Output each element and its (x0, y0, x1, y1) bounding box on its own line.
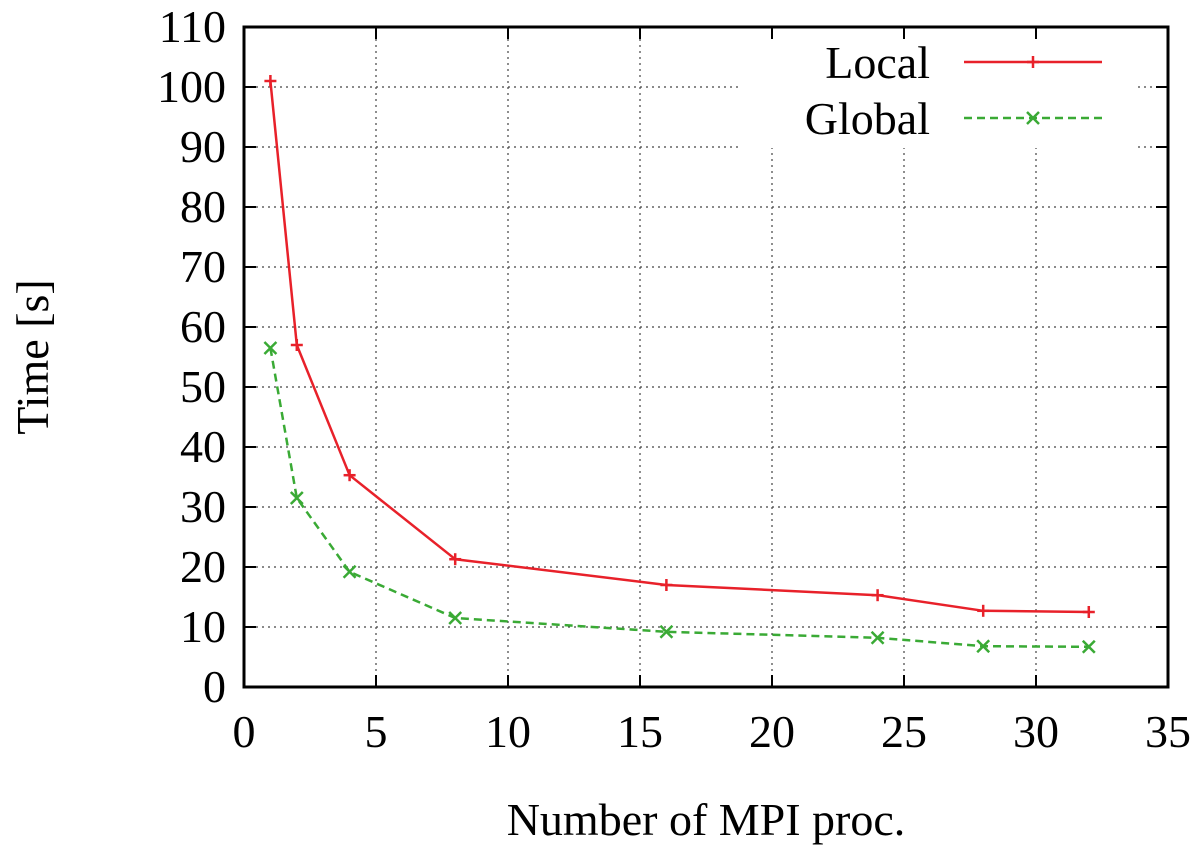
data-point-global (448, 611, 463, 625)
legend-label: Local (825, 37, 930, 88)
y-tick-label: 20 (180, 541, 226, 592)
x-tick-label: 30 (1013, 706, 1059, 757)
data-point-global (342, 564, 357, 579)
tick-label-layer: 0 5 10 15 20 25 30 35 0 10 20 30 40 50 60 70 80 90 100 110 (157, 1, 1191, 757)
x-tick-label: 25 (881, 706, 927, 757)
x-tick-label: 20 (749, 706, 795, 757)
tick-layer (243, 26, 1169, 688)
data-point-local (264, 75, 277, 87)
series-local (264, 75, 1095, 618)
series-line-local (269, 80, 1089, 614)
series-global (263, 341, 1096, 654)
y-tick-label: 0 (203, 661, 226, 712)
data-point-local (290, 339, 303, 351)
y-tick-label: 50 (180, 361, 226, 412)
y-tick-label: 80 (180, 181, 226, 232)
x-tick-label: 10 (485, 706, 531, 757)
y-tick-label: 110 (159, 1, 226, 52)
data-point-local (343, 469, 356, 482)
y-axis-title: Time [s] (7, 279, 58, 435)
x-tick-label: 0 (233, 706, 256, 757)
data-point-global (976, 639, 991, 654)
data-point-local (977, 604, 990, 617)
data-point-global (289, 491, 304, 505)
data-point-local (660, 579, 673, 591)
data-point-local (1082, 606, 1095, 618)
data-point-local (871, 589, 884, 602)
data-point-global (1081, 639, 1096, 654)
y-tick-label: 40 (180, 421, 226, 472)
x-axis-title: Number of MPI proc. (507, 794, 906, 845)
y-tick-label: 90 (180, 121, 226, 172)
x-tick-label: 15 (617, 706, 663, 757)
x-tick-label: 5 (365, 706, 388, 757)
y-tick-label: 70 (180, 241, 226, 292)
data-point-global (870, 630, 885, 645)
y-tick-label: 10 (180, 601, 226, 652)
legend-marker (1027, 56, 1039, 68)
y-tick-label: 100 (157, 61, 226, 112)
series-layer (263, 75, 1096, 654)
data-point-global (659, 624, 674, 639)
y-tick-label: 60 (180, 301, 226, 352)
legend-background (738, 36, 1134, 148)
legend-entry-global: Global (805, 93, 1102, 144)
series-line-global (269, 347, 1089, 649)
data-point-global (263, 341, 278, 355)
legend-entry-local: Local (825, 37, 1102, 88)
y-tick-label: 30 (180, 481, 226, 532)
x-tick-label: 35 (1145, 706, 1191, 757)
legend-marker (1026, 111, 1040, 125)
plot-frame (242, 25, 1170, 689)
data-point-local (449, 553, 462, 566)
legend-label: Global (805, 93, 930, 144)
